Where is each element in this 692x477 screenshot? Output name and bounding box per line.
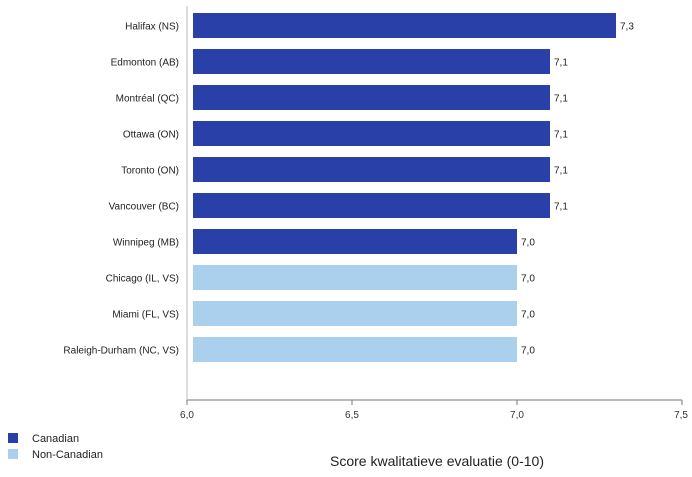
bar [193,193,550,218]
category-label: Chicago (IL, VS) [106,274,179,285]
value-label: 7,1 [554,58,568,69]
bars-layer: Halifax (NS) 7,3 Edmonton (AB) 7,1 Montréal … [63,13,634,362]
bar [193,265,517,290]
category-label: Halifax (NS) [125,22,179,33]
legend-swatch [8,433,18,443]
legend: Canadian Non-Canadian [8,433,103,461]
x-tick-label: 6,5 [345,410,359,421]
bar [193,301,517,326]
value-label: 7,1 [554,94,568,105]
category-label: Ottawa (ON) [123,130,179,141]
x-tick-label: 7,5 [674,410,688,421]
bar [193,229,517,254]
legend-label: Non-Canadian [32,449,103,461]
bar [193,49,550,74]
value-label: 7,3 [620,22,634,33]
value-label: 7,0 [521,310,535,321]
legend-swatch [8,449,18,459]
bar [193,13,616,38]
x-axis: 6,0 6,5 7,0 7,5 [180,6,688,421]
category-label: Vancouver (BC) [109,202,179,213]
x-tick-label: 7,0 [510,410,524,421]
legend-label: Canadian [32,433,79,445]
bar [193,337,517,362]
category-label: Edmonton (AB) [111,58,179,69]
category-label: Raleigh-Durham (NC, VS) [63,346,179,357]
value-label: 7,1 [554,166,568,177]
bar [193,85,550,110]
bar [193,157,550,182]
value-label: 7,0 [521,238,535,249]
value-label: 7,1 [554,130,568,141]
value-label: 7,0 [521,346,535,357]
category-label: Miami (FL, VS) [112,310,179,321]
category-label: Montréal (QC) [116,94,179,105]
x-tick-label: 6,0 [180,410,194,421]
category-label: Toronto (ON) [121,166,179,177]
value-label: 7,1 [554,202,568,213]
value-label: 7,0 [521,274,535,285]
category-label: Winnipeg (MB) [113,238,179,249]
bar [193,121,550,146]
x-axis-title: Score kwalitatieve evaluatie (0-10) [330,453,544,469]
